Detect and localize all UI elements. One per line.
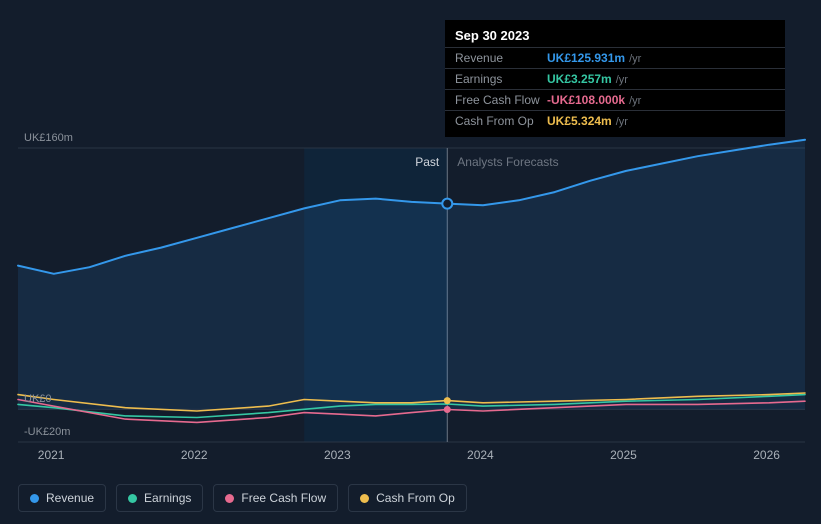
past-label: Past bbox=[18, 155, 439, 169]
chart-tooltip: Sep 30 2023 RevenueUK£125.931m/yrEarning… bbox=[445, 20, 785, 137]
tooltip-date: Sep 30 2023 bbox=[445, 28, 785, 47]
tooltip-row-label: Cash From Op bbox=[455, 114, 547, 128]
legend-dot bbox=[30, 494, 39, 503]
tooltip-row-value: UK£3.257m bbox=[547, 72, 612, 86]
chart-legend: Revenue Earnings Free Cash Flow Cash From O… bbox=[18, 484, 467, 512]
legend-item-revenue[interactable]: Revenue bbox=[18, 484, 106, 512]
legend-item-earnings[interactable]: Earnings bbox=[116, 484, 203, 512]
tooltip-row-unit: /yr bbox=[616, 116, 628, 128]
tooltip-row-revenue: RevenueUK£125.931m/yr bbox=[445, 47, 785, 68]
x-axis-label: 2021 bbox=[38, 448, 65, 462]
tooltip-row-cfo: Cash From OpUK£5.324m/yr bbox=[445, 110, 785, 131]
hover-marker bbox=[442, 199, 452, 209]
hover-marker-fcf bbox=[444, 406, 451, 413]
tooltip-row-earnings: EarningsUK£3.257m/yr bbox=[445, 68, 785, 89]
x-axis-label: 2024 bbox=[467, 448, 494, 462]
legend-label: Cash From Op bbox=[376, 491, 455, 505]
legend-dot bbox=[225, 494, 234, 503]
legend-label: Free Cash Flow bbox=[241, 491, 326, 505]
legend-item-fcf[interactable]: Free Cash Flow bbox=[213, 484, 338, 512]
y-axis-label: UK£160m bbox=[24, 132, 73, 144]
tooltip-row-unit: /yr bbox=[629, 53, 641, 65]
tooltip-row-fcf: Free Cash Flow-UK£108.000k/yr bbox=[445, 89, 785, 110]
x-axis-label: 2022 bbox=[181, 448, 208, 462]
x-axis-label: 2025 bbox=[610, 448, 637, 462]
tooltip-row-label: Earnings bbox=[455, 72, 547, 86]
legend-dot bbox=[128, 494, 137, 503]
tooltip-row-unit: /yr bbox=[629, 95, 641, 107]
tooltip-row-value: UK£125.931m bbox=[547, 51, 625, 65]
hover-marker-cfo bbox=[444, 397, 451, 404]
tooltip-row-unit: /yr bbox=[616, 74, 628, 86]
tooltip-row-label: Revenue bbox=[455, 51, 547, 65]
x-axis-label: 2023 bbox=[324, 448, 351, 462]
forecast-label: Analysts Forecasts bbox=[457, 155, 558, 169]
legend-label: Earnings bbox=[144, 491, 191, 505]
y-axis-label: UK£0 bbox=[24, 393, 52, 405]
tooltip-row-value: -UK£108.000k bbox=[547, 93, 625, 107]
tooltip-row-value: UK£5.324m bbox=[547, 114, 612, 128]
legend-dot bbox=[360, 494, 369, 503]
legend-item-cfo[interactable]: Cash From Op bbox=[348, 484, 467, 512]
tooltip-row-label: Free Cash Flow bbox=[455, 93, 547, 107]
x-axis-label: 2026 bbox=[753, 448, 780, 462]
legend-label: Revenue bbox=[46, 491, 94, 505]
financial-forecast-chart: UK£160m UK£0 -UK£20m 2021 2022 2023 2024 2025 2… bbox=[0, 0, 821, 524]
y-axis-label: -UK£20m bbox=[24, 426, 70, 438]
